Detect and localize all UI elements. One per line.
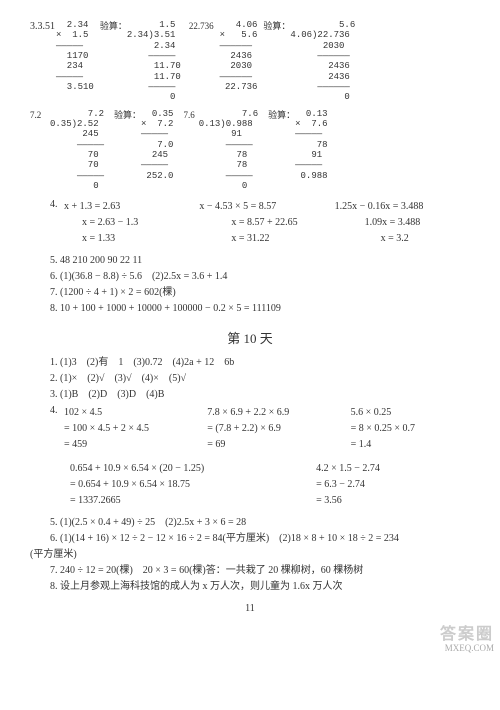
text: (1200 ÷ 4 + 1) × 2 = 602(棵) [60, 287, 176, 298]
eq: 7.8 × 6.9 + 2.2 × 6.9 [207, 406, 350, 420]
q4-col2: x − 4.53 × 5 = 8.57 x = 8.57 + 22.65 x =… [199, 198, 334, 248]
q3d-check-label: 验算： [268, 109, 295, 122]
d10-q4-c1: 102 × 4.5 = 100 × 4.5 + 2 × 4.5 = 459 [64, 404, 207, 454]
d10-q4-c4: 0.654 + 10.9 × 6.54 × (20 − 1.25) = 0.65… [70, 460, 316, 510]
eq: = 1.4 [351, 438, 470, 452]
d10-l6: 6. (1)(14 + 16) × 12 ÷ 2 − 12 × 16 ÷ 2 =… [30, 532, 470, 546]
watermark: 答案圈 MXEQ.COM [440, 626, 494, 653]
label: 6. [50, 271, 58, 282]
d10-q4-c2: 7.8 × 6.9 + 2.2 × 6.9 = (7.8 + 2.2) × 6.… [207, 404, 350, 454]
q3a-mult: 2.34 × 1.5 ――――― 1170 234 ――――― 3.510 [56, 20, 94, 92]
eq: 102 × 4.5 [64, 406, 207, 420]
eq: x − 4.53 × 5 = 8.57 [199, 200, 334, 214]
text: 10 + 100 + 1000 + 10000 + 100000 − 0.2 ×… [60, 303, 281, 314]
eq: x = 3.2 [335, 232, 470, 246]
q4-row: 4. x + 1.3 = 2.63 x = 2.63 − 1.3 x = 1.3… [30, 198, 470, 248]
eq: 4.2 × 1.5 − 2.74 [316, 462, 470, 476]
label: 5. [50, 255, 58, 266]
q5: 5. 48 210 200 90 22 11 [30, 254, 470, 268]
eq: = 0.654 + 10.9 × 6.54 × 18.75 [70, 478, 316, 492]
q3b-mult: 4.06 × 5.6 ―――――― 2436 2030 ―――――― 22.73… [220, 20, 258, 92]
eq: = 69 [207, 438, 350, 452]
eq: = 6.3 − 2.74 [316, 478, 470, 492]
q3a-check-label: 验算： [100, 20, 127, 33]
q3c-check: 0.35 × 7.2 ――――― 7.0 245 ――――― 252.0 [141, 109, 173, 181]
label: 7. [50, 287, 58, 298]
q3b-check: 5.6 4.06)22.736 2030 ―――――― 2436 2436 ――… [290, 20, 355, 103]
eq: = 8 × 0.25 × 0.7 [351, 422, 470, 436]
watermark-line1: 答案圈 [440, 626, 494, 644]
watermark-line2: MXEQ.COM [440, 644, 494, 654]
d10-l6b: (平方厘米) [30, 548, 470, 562]
q3-label: 3.3.51 [30, 20, 56, 34]
eq: x = 2.63 − 1.3 [64, 216, 199, 230]
q7: 7. (1200 ÷ 4 + 1) × 2 = 602(棵) [30, 286, 470, 300]
d10-q4-label: 4. [50, 404, 64, 418]
eq: 1.25x − 0.16x = 3.488 [335, 200, 470, 214]
q6: 6. (1)(36.8 − 8.8) ÷ 5.6 (2)2.5x = 3.6 +… [30, 270, 470, 284]
q4-col1: x + 1.3 = 2.63 x = 2.63 − 1.3 x = 1.33 [64, 198, 199, 248]
d10-q4-row1: 4. 102 × 4.5 = 100 × 4.5 + 2 × 4.5 = 459… [30, 404, 470, 454]
eq: x = 8.57 + 22.65 [199, 216, 334, 230]
eq: = (7.8 + 2.2) × 6.9 [207, 422, 350, 436]
text: 48 210 200 90 22 11 [60, 255, 142, 266]
day10-title: 第 10 天 [30, 330, 470, 348]
q3d-div: 7.6 0.13)0.988 91 ――――― 78 78 ――――― 0 [199, 109, 258, 192]
d10-q4-row2: 0.654 + 10.9 × 6.54 × (20 − 1.25) = 0.65… [30, 460, 470, 510]
eq: = 3.56 [316, 494, 470, 508]
eq: 5.6 × 0.25 [351, 406, 470, 420]
eq: x = 1.33 [64, 232, 199, 246]
d10-l3: 3. (1)B (2)D (3)D (4)B [30, 388, 470, 402]
eq: x = 31.22 [199, 232, 334, 246]
q3a-check: 1.5 2.34)3.51 2.34 ――――― 11.70 11.70 ―――… [127, 20, 181, 103]
q3-row2: 7.2 7.2 0.35)2.52 245 ――――― 70 70 ――――― … [30, 109, 470, 192]
eq: 1.09x = 3.488 [335, 216, 470, 230]
eq: = 459 [64, 438, 207, 452]
q3c-check-label: 验算： [114, 109, 141, 122]
d10-l8: 8. 设上月参观上海科技馆的成人为 x 万人次，则儿童为 1.6x 万人次 [30, 580, 470, 594]
eq: = 1337.2665 [70, 494, 316, 508]
text: (1)(36.8 − 8.8) ÷ 5.6 (2)2.5x = 3.6 + 1.… [60, 271, 227, 282]
d10-l2: 2. (1)× (2)√ (3)√ (4)× (5)√ [30, 372, 470, 386]
q8: 8. 10 + 100 + 1000 + 10000 + 100000 − 0.… [30, 302, 470, 316]
eq: = 100 × 4.5 + 2 × 4.5 [64, 422, 207, 436]
d10-q4-c5: 4.2 × 1.5 − 2.74 = 6.3 − 2.74 = 3.56 [316, 460, 470, 510]
eq: x + 1.3 = 2.63 [64, 200, 199, 214]
q3d-check: 0.13 × 7.6 ――――― 78 91 ――――― 0.988 [295, 109, 327, 181]
q3b-check-label: 验算： [263, 20, 290, 33]
q4-col3: 1.25x − 0.16x = 3.488 1.09x = 3.488 x = … [335, 198, 470, 248]
d10-l1: 1. (1)3 (2)有 1 (3)0.72 (4)2a + 12 6b [30, 356, 470, 370]
eq: 0.654 + 10.9 × 6.54 × (20 − 1.25) [70, 462, 316, 476]
d10-l5: 5. (1)(2.5 × 0.4 + 49) ÷ 25 (2)2.5x + 3 … [30, 516, 470, 530]
q3-row1: 3.3.51 2.34 × 1.5 ――――― 1170 234 ――――― 3… [30, 20, 470, 103]
q4-label: 4. [50, 198, 64, 212]
d10-l7: 7. 240 ÷ 12 = 20(棵) 20 × 3 = 60(棵)答：一共栽了… [30, 564, 470, 578]
label-text: 3. [30, 21, 38, 32]
q3c-div: 7.2 0.35)2.52 245 ――――― 70 70 ――――― 0 [50, 109, 104, 192]
q3d-head: 7.6 [183, 109, 194, 122]
q3c-head: 7.2 [30, 109, 50, 122]
d10-q4-c3: 5.6 × 0.25 = 8 × 0.25 × 0.7 = 1.4 [351, 404, 470, 454]
page-number: 11 [30, 602, 470, 616]
q3a-head: 3.51 [38, 21, 56, 32]
q3b-head: 22.736 [189, 20, 214, 33]
label: 8. [50, 303, 58, 314]
